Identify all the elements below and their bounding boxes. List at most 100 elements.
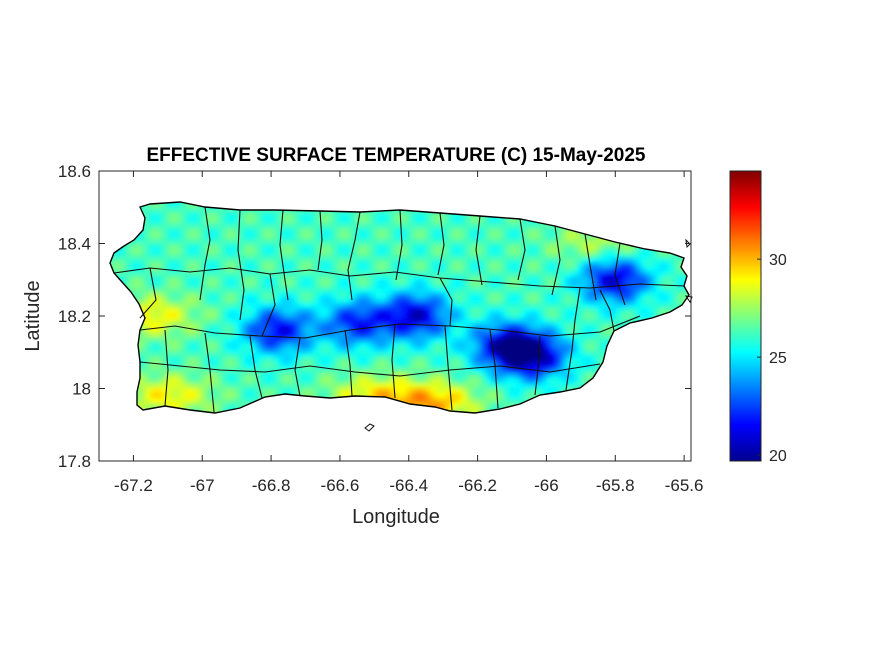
heatmap-cell [441,318,447,324]
heatmap-cell [451,268,457,274]
heatmap-cell [651,313,657,319]
heatmap-cell [201,263,207,269]
heatmap-cell [336,263,342,269]
heatmap-cell [301,303,307,309]
heatmap-cell [481,388,487,394]
heatmap-cell [326,363,332,369]
heatmap-cell [556,363,562,369]
heatmap-cell [546,263,552,269]
heatmap-cell [241,383,247,389]
heatmap-cell [431,378,437,384]
heatmap-cell [191,368,197,374]
heatmap-cell [456,378,462,384]
heatmap-cell [326,333,332,339]
heatmap-cell [366,323,372,329]
heatmap-cell [466,233,472,239]
heatmap-cell [691,213,697,219]
heatmap-cell [306,258,312,264]
heatmap-cell [621,318,627,324]
heatmap-cell [241,293,247,299]
heatmap-cell [141,293,147,299]
heatmap-cell [541,233,547,239]
heatmap-cell [541,293,547,299]
heatmap-cell [451,213,457,219]
heatmap-cell [166,273,172,279]
heatmap-cell [691,223,697,229]
heatmap-cell [356,353,362,359]
heatmap-cell [181,208,187,214]
heatmap-cell [511,303,517,309]
heatmap-cell [501,288,507,294]
heatmap-cell [551,363,557,369]
heatmap-cell [496,233,502,239]
heatmap-cell [316,378,322,384]
heatmap-cell [446,218,452,224]
heatmap-cell [486,223,492,229]
heatmap-cell [161,388,167,394]
heatmap-cell [481,248,487,254]
heatmap-cell [586,283,592,289]
heatmap-cell [361,283,367,289]
heatmap-cell [486,233,492,239]
heatmap-cell [481,398,487,404]
heatmap-cell [191,393,197,399]
heatmap-cell [181,288,187,294]
heatmap-cell [466,308,472,314]
heatmap-cell [531,348,537,354]
heatmap-cell [261,228,267,234]
heatmap-cell [436,378,442,384]
heatmap-cell [296,228,302,234]
heatmap-cell [346,333,352,339]
heatmap-cell [276,358,282,364]
heatmap-cell [461,348,467,354]
heatmap-cell [386,258,392,264]
heatmap-cell [206,323,212,329]
heatmap-cell [396,268,402,274]
heatmap-cell [236,298,242,304]
heatmap-cell [371,268,377,274]
heatmap-cell [571,283,577,289]
heatmap-cell [531,328,537,334]
heatmap-cell [311,333,317,339]
heatmap-cell [376,308,382,314]
heatmap-cell [471,388,477,394]
heatmap-cell [171,373,177,379]
heatmap-cell [196,258,202,264]
heatmap-cell [566,348,572,354]
heatmap-cell [241,228,247,234]
heatmap-cell [596,273,602,279]
heatmap-cell [411,223,417,229]
heatmap-cell [681,278,687,284]
heatmap-cell [451,333,457,339]
heatmap-cell [256,268,262,274]
heatmap-cell [606,278,612,284]
heatmap-cell [691,278,697,284]
heatmap-cell [421,283,427,289]
heatmap-cell [316,373,322,379]
heatmap-cell [216,393,222,399]
heatmap-cell [296,318,302,324]
heatmap-cell [531,263,537,269]
heatmap-cell [316,343,322,349]
heatmap-cell [576,243,582,249]
heatmap-cell [366,348,372,354]
heatmap-cell [196,218,202,224]
heatmap-cell [661,308,667,314]
heatmap-cell [326,248,332,254]
heatmap-cell [376,368,382,374]
heatmap-cell [466,348,472,354]
heatmap-cell [496,338,502,344]
heatmap-cell [546,343,552,349]
heatmap-cell [586,273,592,279]
heatmap-cell [661,278,667,284]
heatmap-cell [606,313,612,319]
heatmap-cell [446,308,452,314]
heatmap-cell [581,348,587,354]
heatmap-cell [556,293,562,299]
heatmap-cell [341,293,347,299]
heatmap-cell [296,323,302,329]
heatmap-cell [261,323,267,329]
heatmap-cell [161,213,167,219]
heatmap-cell [641,258,647,264]
heatmap-cell [321,348,327,354]
